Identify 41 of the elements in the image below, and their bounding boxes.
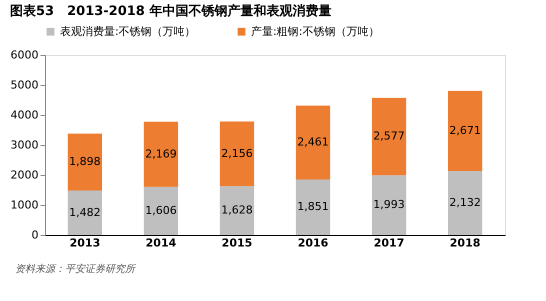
x-tick-label: 2017 [374,236,404,250]
data-label: 1,898 [69,155,101,168]
bar [448,171,482,235]
y-tick-label: 2000 [10,168,38,182]
y-tick-label: 3000 [10,138,38,152]
legend-label: 表观消费量:不锈钢（万吨） [60,24,196,38]
data-label: 2,461 [297,136,329,149]
legend-label: 产量:粗钢:不锈钢（万吨） [251,24,380,38]
bar [372,98,406,176]
y-tick-label: 6000 [10,48,38,62]
x-tick-label: 2018 [450,236,480,250]
x-tick-label: 2013 [70,236,100,250]
bar [144,122,178,187]
bar [220,186,254,235]
bar [220,121,254,186]
bar [372,175,406,235]
data-label: 1,628 [221,204,253,217]
text: 资料来源：平安证券研究所 [15,263,137,275]
data-label: 1,482 [69,206,101,219]
bar [448,90,482,172]
y-tick-label: 0 [32,228,38,242]
data-label: 1,606 [145,204,177,217]
bar [68,134,102,191]
chart-title: 图表53 2013-2018 年中国不锈钢产量和表观消费量 [10,3,332,19]
data-label: 2,132 [449,196,481,210]
data-label: 1,993 [373,198,405,212]
data-label: 2,671 [449,124,481,137]
x-tick-label: 2015 [222,236,252,250]
bar [296,179,330,235]
bar [296,106,330,180]
data-label: 2,156 [221,146,253,160]
data-label: 1,851 [297,200,329,214]
x-tick-label: 2014 [146,236,177,250]
bar [144,186,178,235]
data-label: 2,577 [373,130,405,143]
y-tick-label: 4000 [10,108,38,122]
y-tick-label: 1000 [10,198,38,212]
x-tick-label: 2016 [298,236,329,250]
y-tick-label: 5000 [10,78,38,92]
data-label: 2,169 [145,147,177,160]
bar [68,190,102,235]
